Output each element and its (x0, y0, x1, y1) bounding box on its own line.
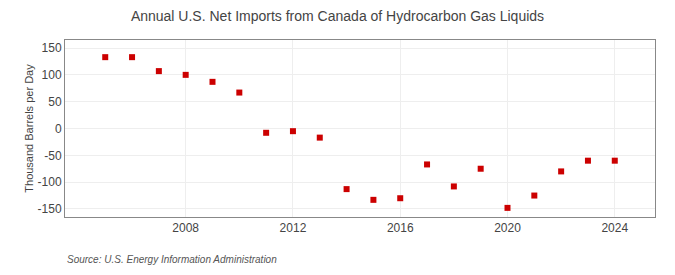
svg-text:2008: 2008 (172, 221, 199, 235)
svg-text:Annual U.S. Net Imports from C: Annual U.S. Net Imports from Canada of H… (131, 8, 544, 24)
svg-text:100: 100 (42, 68, 62, 82)
svg-text:0: 0 (55, 122, 62, 136)
svg-text:2020: 2020 (494, 221, 521, 235)
svg-text:Thousand Barrels per Day: Thousand Barrels per Day (23, 64, 35, 193)
svg-text:2012: 2012 (280, 221, 307, 235)
svg-text:2016: 2016 (387, 221, 414, 235)
svg-text:Source: U.S. Energy Informatio: Source: U.S. Energy Information Administ… (67, 254, 277, 265)
svg-text:-150: -150 (38, 202, 62, 216)
svg-text:-50: -50 (44, 149, 62, 163)
svg-text:50: 50 (48, 95, 62, 109)
svg-text:2024: 2024 (601, 221, 628, 235)
svg-text:150: 150 (42, 41, 62, 55)
svg-text:-100: -100 (38, 175, 62, 189)
